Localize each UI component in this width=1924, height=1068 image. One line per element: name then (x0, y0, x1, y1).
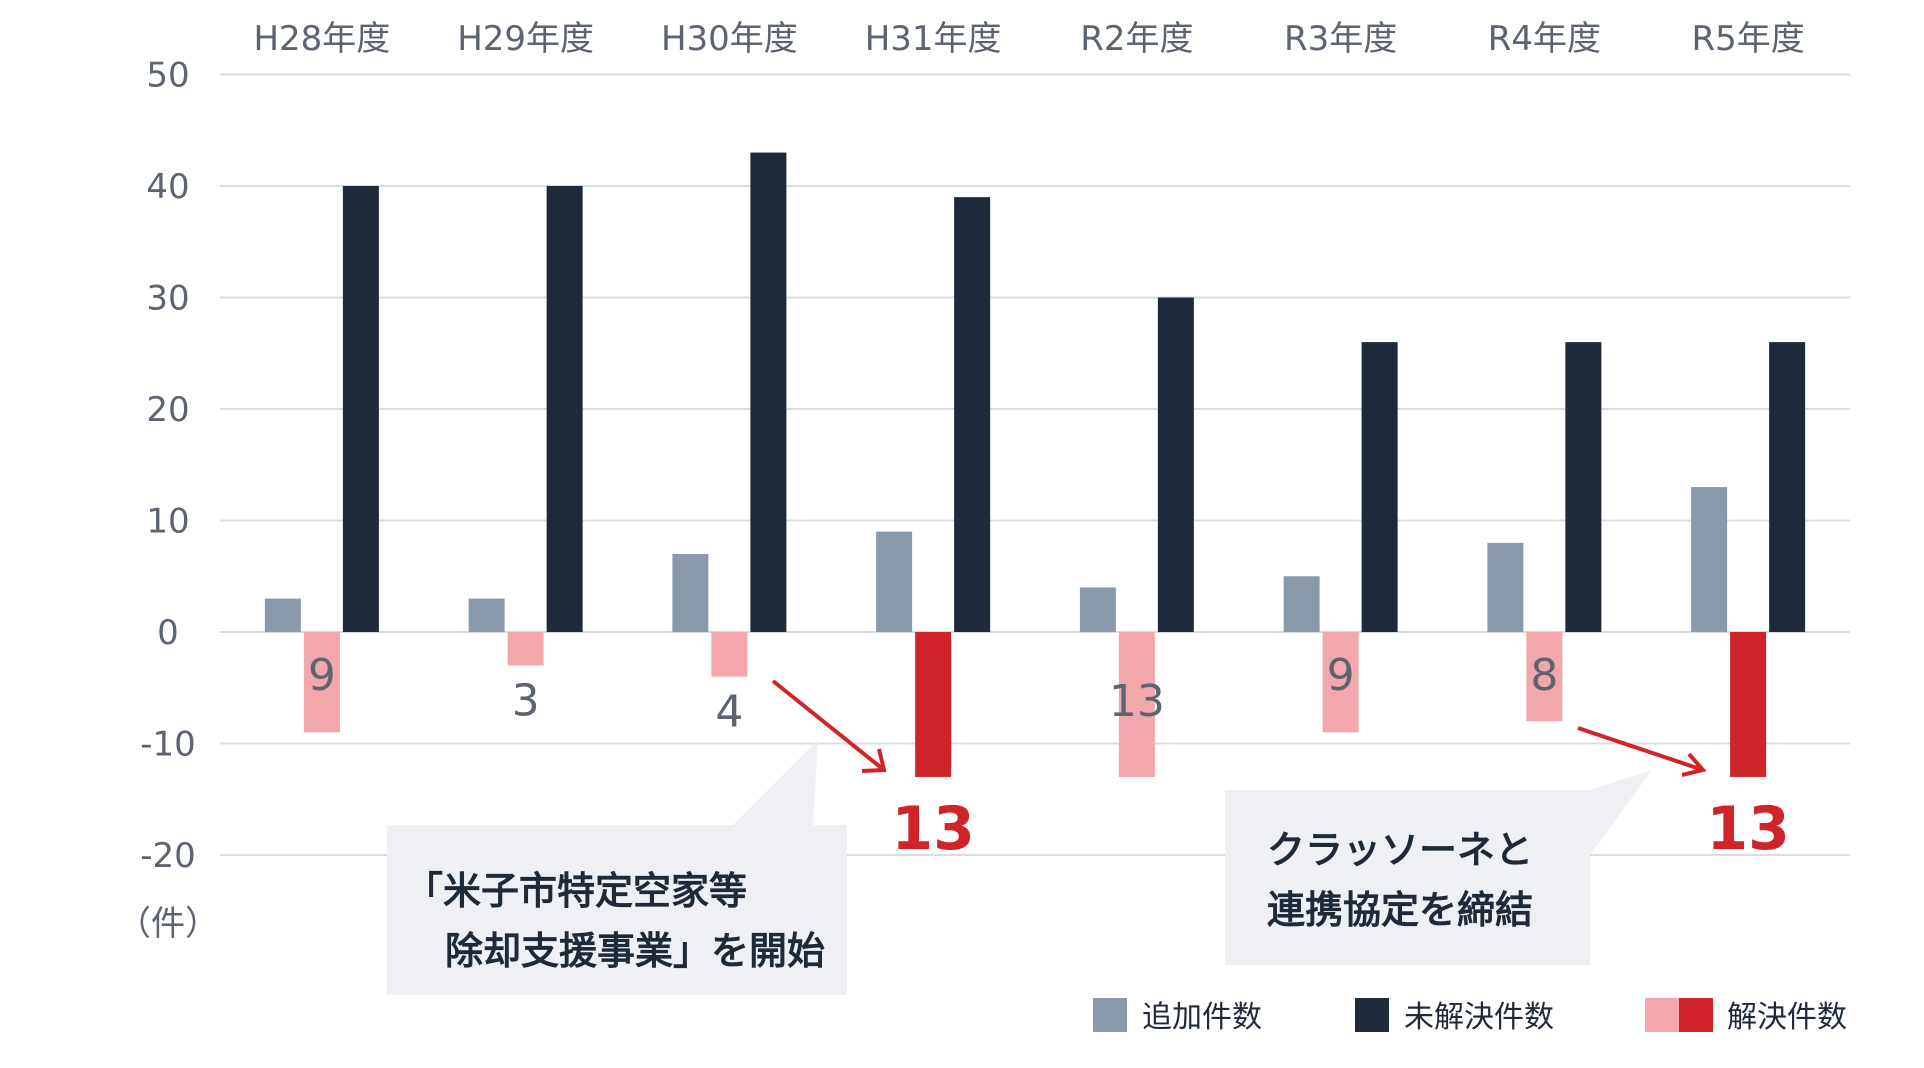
callout1-line1: 「米子市特定空家等 (405, 869, 748, 913)
x-category-label: R2年度 (1080, 19, 1193, 59)
y-axis-ticks: 50 40 30 20 10 0 -10 -20 (140, 56, 196, 877)
arrow-callout2 (1577, 726, 1707, 777)
legend-swatch-added (1093, 998, 1127, 1032)
bar-unresolved (1157, 297, 1194, 632)
bar-resolved (1118, 632, 1155, 777)
bar-resolved (507, 632, 544, 666)
y-tick-label: 20 (146, 390, 189, 430)
callout1-line2: 除却支援事業」を開始 (445, 929, 826, 973)
y-tick-label: -20 (140, 836, 196, 876)
bar-resolved (1730, 632, 1767, 777)
x-category-label: R3年度 (1284, 19, 1397, 59)
y-tick-label: 50 (146, 56, 189, 96)
bar-unresolved (1361, 342, 1398, 632)
data-label-resolved: 9 (1327, 650, 1355, 701)
data-label-resolved: 3 (512, 675, 540, 726)
y-tick-label: 40 (146, 167, 189, 207)
bar-unresolved (954, 197, 991, 632)
bar-added (1691, 487, 1728, 632)
bars (264, 152, 1806, 777)
bar-resolved (303, 632, 340, 733)
legend-label-added: 追加件数 (1142, 1000, 1262, 1035)
x-category-label: H29年度 (457, 19, 594, 59)
callout1-pointer (733, 740, 818, 825)
bar-added (1283, 576, 1320, 632)
bar-unresolved (1565, 342, 1602, 632)
legend: 追加件数 未解決件数 解決件数 (1093, 998, 1847, 1035)
y-tick-label: 10 (146, 502, 189, 542)
arrow-callout1 (771, 679, 887, 773)
legend-swatch-resolved-light (1645, 998, 1679, 1032)
bar-unresolved (546, 186, 583, 632)
legend-label-unresolved: 未解決件数 (1404, 1000, 1554, 1035)
data-label-resolved: 13 (1109, 676, 1165, 727)
legend-label-resolved: 解決件数 (1727, 1000, 1847, 1035)
bar-unresolved (1769, 342, 1806, 632)
y-unit-label: （件） (117, 904, 219, 944)
data-label-resolved: 8 (1530, 650, 1558, 701)
y-tick-label: -10 (140, 725, 196, 765)
bar-resolved (711, 632, 748, 677)
callout2-pointer (1590, 770, 1652, 855)
x-category-label: R5年度 (1691, 19, 1804, 59)
y-tick-label: 0 (157, 613, 179, 653)
bar-added (672, 553, 709, 632)
x-category-label: H30年度 (661, 19, 798, 59)
callout2-line2: 連携協定を締結 (1267, 888, 1534, 932)
bar-added (468, 598, 505, 632)
bar-added (876, 531, 913, 632)
legend-swatch-unresolved (1355, 998, 1389, 1032)
y-tick-label: 30 (146, 279, 189, 319)
x-category-label: R4年度 (1488, 19, 1601, 59)
x-category-label: H28年度 (253, 19, 390, 59)
bar-added (1487, 542, 1524, 632)
legend-swatch-resolved-dark (1679, 998, 1713, 1032)
data-label-resolved: 13 (1706, 794, 1790, 864)
data-label-resolved: 9 (308, 650, 336, 701)
bar-resolved (1322, 632, 1359, 733)
x-category-label: H31年度 (865, 19, 1002, 59)
category-labels: H28年度 H29年度 H30年度 H31年度 R2年度 R3年度 R4年度 R5年度 (253, 19, 1804, 59)
bar-unresolved (750, 152, 787, 633)
callout2-line1: クラッソーネと (1267, 828, 1534, 872)
bar-resolved (1526, 632, 1563, 722)
callout-demolition-support: 「米子市特定空家等 除却支援事業」を開始 (387, 825, 847, 995)
bar-added (264, 598, 301, 632)
bar-unresolved (342, 186, 379, 632)
data-label-resolved: 13 (891, 794, 975, 864)
callout-partnership: クラッソーネと 連携協定を締結 (1225, 790, 1590, 965)
bar-resolved (915, 632, 952, 777)
data-labels: 9 3 4 13 13 9 8 13 (308, 650, 1790, 864)
data-label-resolved: 4 (715, 687, 743, 738)
bar-added (1079, 587, 1116, 632)
